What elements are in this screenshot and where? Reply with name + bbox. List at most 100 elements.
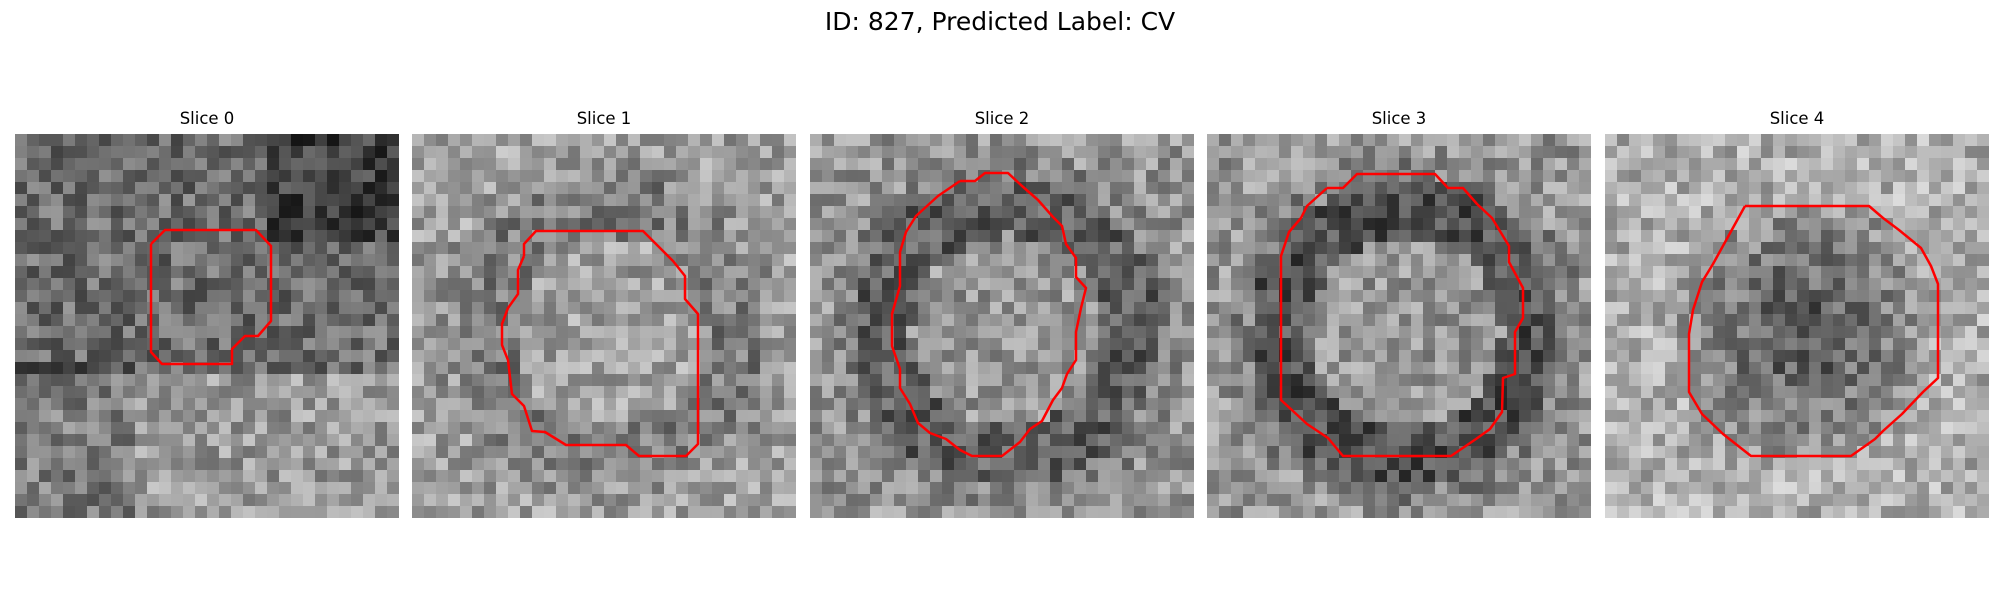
- image-pixel: [1689, 206, 1701, 218]
- image-pixel: [75, 314, 87, 326]
- image-pixel: [1677, 458, 1689, 470]
- image-pixel: [1713, 170, 1725, 182]
- image-pixel: [882, 206, 894, 218]
- image-pixel: [604, 410, 616, 422]
- image-pixel: [1170, 302, 1182, 314]
- image-pixel: [1315, 254, 1327, 266]
- image-pixel: [1483, 338, 1495, 350]
- image-pixel: [75, 326, 87, 338]
- image-pixel: [39, 374, 51, 386]
- image-pixel: [1279, 422, 1291, 434]
- image-pixel: [1459, 134, 1471, 146]
- image-pixel: [147, 278, 159, 290]
- image-pixel: [195, 134, 207, 146]
- image-pixel: [906, 242, 918, 254]
- image-pixel: [1363, 194, 1375, 206]
- image-pixel: [1050, 446, 1062, 458]
- image-pixel: [1351, 314, 1363, 326]
- image-pixel: [1267, 302, 1279, 314]
- image-pixel: [1303, 494, 1315, 506]
- image-pixel: [496, 290, 508, 302]
- image-pixel: [1567, 410, 1579, 422]
- image-pixel: [1821, 410, 1833, 422]
- image-pixel: [1267, 422, 1279, 434]
- image-pixel: [870, 506, 882, 518]
- image-pixel: [135, 230, 147, 242]
- image-pixel: [183, 266, 195, 278]
- image-pixel: [303, 422, 315, 434]
- image-pixel: [616, 194, 628, 206]
- image-pixel: [27, 230, 39, 242]
- image-pixel: [1737, 230, 1749, 242]
- image-pixel: [942, 458, 954, 470]
- image-pixel: [1953, 170, 1965, 182]
- image-pixel: [255, 494, 267, 506]
- image-pixel: [954, 338, 966, 350]
- image-pixel: [375, 482, 387, 494]
- image-pixel: [1399, 230, 1411, 242]
- image-pixel: [1749, 266, 1761, 278]
- image-pixel: [942, 230, 954, 242]
- image-pixel: [676, 254, 688, 266]
- image-pixel: [1255, 170, 1267, 182]
- image-pixel: [1713, 182, 1725, 194]
- image-pixel: [772, 446, 784, 458]
- image-pixel: [159, 410, 171, 422]
- image-pixel: [1953, 206, 1965, 218]
- image-pixel: [207, 506, 219, 518]
- image-pixel: [1267, 290, 1279, 302]
- image-pixel: [1074, 206, 1086, 218]
- image-pixel: [1267, 278, 1279, 290]
- image-pixel: [303, 146, 315, 158]
- image-pixel: [315, 338, 327, 350]
- image-pixel: [1387, 506, 1399, 518]
- image-pixel: [1605, 314, 1617, 326]
- image-pixel: [87, 302, 99, 314]
- image-pixel: [1629, 398, 1641, 410]
- image-pixel: [1219, 374, 1231, 386]
- image-pixel: [676, 158, 688, 170]
- image-pixel: [1617, 446, 1629, 458]
- image-pixel: [918, 458, 930, 470]
- image-pixel: [592, 134, 604, 146]
- image-pixel: [628, 422, 640, 434]
- image-pixel: [1495, 338, 1507, 350]
- image-pixel: [123, 446, 135, 458]
- image-pixel: [195, 410, 207, 422]
- image-pixel: [195, 350, 207, 362]
- image-pixel: [748, 254, 760, 266]
- image-pixel: [231, 290, 243, 302]
- image-pixel: [460, 314, 472, 326]
- image-pixel: [1749, 314, 1761, 326]
- image-pixel: [1543, 494, 1555, 506]
- image-pixel: [1617, 374, 1629, 386]
- image-pixel: [1146, 458, 1158, 470]
- image-pixel: [1158, 386, 1170, 398]
- image-pixel: [1387, 146, 1399, 158]
- image-pixel: [1351, 158, 1363, 170]
- image-pixel: [171, 134, 183, 146]
- image-pixel: [1158, 242, 1170, 254]
- image-pixel: [1471, 338, 1483, 350]
- image-pixel: [436, 458, 448, 470]
- image-pixel: [448, 314, 460, 326]
- image-pixel: [1713, 458, 1725, 470]
- image-pixel: [1495, 146, 1507, 158]
- image-pixel: [1773, 170, 1785, 182]
- image-pixel: [990, 158, 1002, 170]
- image-pixel: [508, 482, 520, 494]
- image-pixel: [63, 410, 75, 422]
- image-pixel: [616, 410, 628, 422]
- image-pixel: [748, 482, 760, 494]
- image-pixel: [159, 242, 171, 254]
- image-pixel: [159, 302, 171, 314]
- image-pixel: [1641, 386, 1653, 398]
- image-pixel: [1567, 170, 1579, 182]
- image-pixel: [1375, 230, 1387, 242]
- image-pixel: [1519, 254, 1531, 266]
- image-pixel: [87, 134, 99, 146]
- image-pixel: [736, 194, 748, 206]
- image-pixel: [1701, 362, 1713, 374]
- image-pixel: [1629, 134, 1641, 146]
- image-pixel: [1471, 506, 1483, 518]
